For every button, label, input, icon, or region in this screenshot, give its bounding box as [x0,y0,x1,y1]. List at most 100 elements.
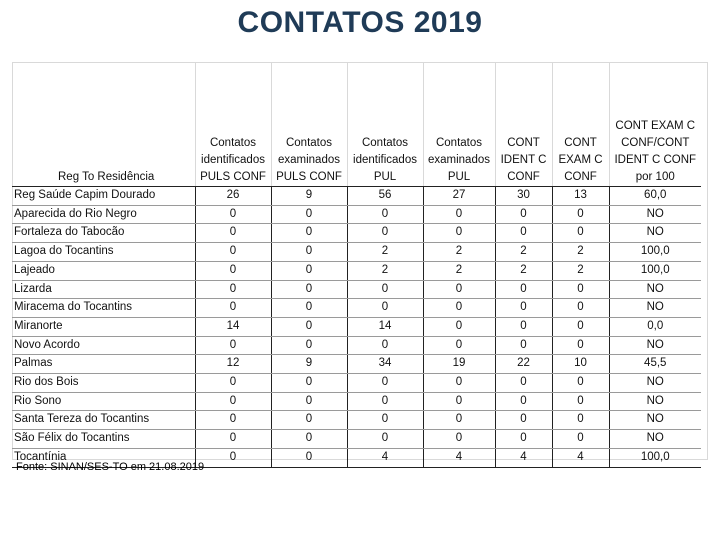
municipality-cell: São Félix do Tocantins [12,429,195,449]
column-header-line: examinados [277,154,340,166]
value-cell: 2 [551,261,609,281]
table-row: Rio Sono 0 0 0 0 0 0 NO [12,392,701,412]
value-cell: NO [608,205,701,225]
value-cell: 0 [346,429,423,449]
column-header-line: por 100 [635,171,675,183]
value-cell: NO [608,429,701,449]
value-cell: 0 [551,410,609,431]
value-cell: 34 [346,354,423,375]
value-cell: 0 [551,392,609,412]
column-header-line: CONT [507,137,540,149]
header-row: Reg To Residência Contatos identificados PU… [12,62,701,187]
column-header-line: Contatos [435,137,483,149]
value-cell: 0 [494,429,552,449]
value-cell: 0 [551,223,609,244]
value-cell: 2 [551,242,609,262]
value-cell: 2 [422,261,495,281]
contacts-table: Reg To Residência Contatos identificados PU… [12,62,701,468]
municipality-cell: Novo Acordo [12,336,195,356]
municipality-cell: Reg Saúde Capim Dourado [12,186,195,206]
value-cell: 0 [270,392,347,412]
value-cell: 0 [194,410,271,431]
table-row: Reg Saúde Capim Dourado 26 9 56 27 30 13 60,0 [12,186,701,206]
column-header-line: CONF/CONT [621,137,690,149]
column-header-line: PULS CONF [276,171,342,183]
value-cell: 45,5 [608,354,701,375]
value-cell: 0 [194,298,271,318]
column-header-line: CONF [564,171,597,183]
value-cell: 0 [194,280,271,300]
column-header-line: CONF [507,171,540,183]
table-row: Lajeado 0 0 2 2 2 2 100,0 [12,261,701,281]
value-cell: 0 [494,336,552,356]
value-cell: 0 [270,410,347,431]
value-cell: 0 [270,373,347,393]
value-cell: 0 [551,280,609,300]
column-header-line: identificados [353,154,417,166]
value-cell: 100,0 [608,448,701,468]
municipality-cell: Aparecida do Rio Negro [12,205,195,225]
value-cell: 2 [422,242,495,262]
column-header-line: Reg To Residência [58,171,155,183]
value-cell: 0 [346,205,423,225]
value-cell: 0 [270,261,347,281]
municipality-cell: Fortaleza do Tabocão [12,223,195,244]
column-header-line: IDENT C CONF [614,154,697,166]
value-cell: 0 [494,373,552,393]
municipality-cell: Rio dos Bois [12,373,195,393]
value-cell: 0 [270,336,347,356]
value-cell: 0 [346,280,423,300]
table-row: São Félix do Tocantins 0 0 0 0 0 0 NO [12,429,701,449]
column-header-line: PULS CONF [200,171,266,183]
column-header: Reg To Residência [12,62,195,187]
value-cell: 0 [551,429,609,449]
column-header-line: CONT [564,137,597,149]
value-cell: NO [608,410,701,431]
value-cell: NO [608,392,701,412]
municipality-cell: Tocantínia [12,448,195,468]
value-cell: 0 [422,336,495,356]
value-cell: 0 [551,373,609,393]
source-note: Fonte: SINAN/SES-TO em 21.08.2019 [16,461,205,473]
value-cell: 0 [194,392,271,412]
value-cell: NO [608,223,701,244]
table-row: Lizarda 0 0 0 0 0 0 NO [12,280,701,300]
value-cell: 0 [270,429,347,449]
column-header-line: Contatos [209,137,257,149]
column-header: Contatos identificados PUL [346,62,423,187]
value-cell: NO [608,373,701,393]
table-row: Miracema do Tocantins 0 0 0 0 0 0 NO [12,298,701,318]
value-cell: 0 [270,223,347,244]
value-cell: 12 [194,354,271,375]
value-cell: 0 [270,280,347,300]
page-title: CONTATOS 2019 [237,6,483,39]
municipality-cell: Lajeado [12,261,195,281]
value-cell: 14 [194,317,271,337]
table-row: Aparecida do Rio Negro 0 0 0 0 0 0 NO [12,205,701,225]
value-cell: 0 [346,336,423,356]
value-cell: 0 [422,280,495,300]
value-cell: 0 [346,223,423,244]
value-cell: 0 [194,242,271,262]
value-cell: 0 [422,317,495,337]
value-cell: NO [608,298,701,318]
municipality-cell: Santa Tereza do Tocantins [12,410,195,431]
value-cell: 0 [270,317,347,337]
value-cell: 0 [270,205,347,225]
value-cell: 0 [494,298,552,318]
value-cell: 0 [422,392,495,412]
municipality-cell: Miranorte [12,317,195,337]
value-cell: NO [608,280,701,300]
value-cell: 0 [194,429,271,449]
value-cell: 60,0 [608,186,701,206]
value-cell: 10 [551,354,609,375]
value-cell: 0 [422,223,495,244]
value-cell: 22 [494,354,552,375]
municipality-cell: Palmas [12,354,195,375]
value-cell: 0 [551,205,609,225]
table-row: Lagoa do Tocantins 0 0 2 2 2 2 100,0 [12,242,701,262]
value-cell: 0 [494,317,552,337]
value-cell: 9 [270,354,347,375]
table-row: Novo Acordo 0 0 0 0 0 0 NO [12,336,701,356]
value-cell: 0 [422,298,495,318]
